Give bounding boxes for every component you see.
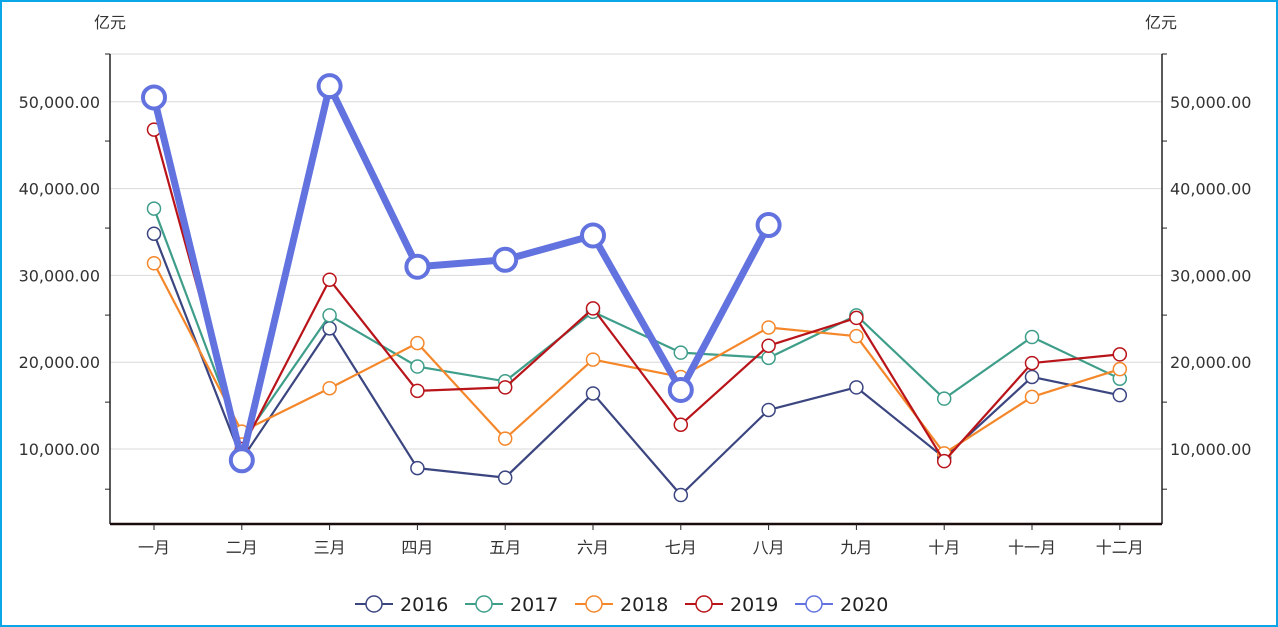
y-tick-label-right: 40,000.00 — [1170, 180, 1251, 199]
data-point-2016 — [410, 460, 425, 476]
data-point-2017 — [761, 350, 776, 366]
data-point-2018 — [497, 431, 513, 446]
data-point-2016 — [497, 470, 513, 485]
data-point-2020 — [316, 73, 343, 100]
data-point-2018 — [849, 328, 864, 344]
data-point-2019 — [673, 417, 689, 432]
legend[interactable]: 2016 2017 2018 2019 2020 — [355, 594, 888, 616]
legend-item-2020[interactable]: 2020 — [795, 594, 888, 616]
legend-marker — [365, 595, 383, 613]
series-line-2016 — [152, 232, 1121, 497]
data-point-2016 — [673, 487, 689, 503]
data-point-2020 — [404, 253, 431, 280]
data-point-2016 — [849, 380, 864, 395]
data-point-2018 — [1112, 361, 1128, 377]
data-point-2020 — [580, 222, 606, 249]
y-axis-unit-left: 亿元 — [94, 13, 126, 32]
x-tick-label: 一月 — [138, 538, 170, 557]
data-point-2019 — [497, 380, 513, 395]
legend-label: 2019 — [730, 594, 778, 616]
y-tick-label-right: 50,000.00 — [1170, 93, 1251, 112]
data-point-2018 — [585, 352, 601, 367]
data-point-2017 — [1024, 329, 1040, 345]
x-tick-label: 十一月 — [1008, 538, 1056, 557]
data-point-2020 — [667, 376, 694, 403]
legend-label: 2016 — [400, 594, 448, 616]
legend-marker — [585, 595, 603, 613]
y-tick-label-left: 30,000.00 — [19, 266, 100, 285]
y-tick-label-right: 20,000.00 — [1170, 353, 1251, 372]
x-tick-label: 四月 — [401, 538, 433, 557]
y-tick-label-left: 50,000.00 — [19, 93, 100, 112]
y-tick-label-left: 40,000.00 — [19, 180, 100, 199]
data-point-2019 — [761, 338, 776, 353]
legend-marker — [805, 595, 823, 613]
y-tick-label-right: 10,000.00 — [1170, 440, 1251, 459]
y-tick-label-left: 20,000.00 — [19, 353, 100, 372]
x-tick-label: 九月 — [840, 538, 872, 557]
data-point-2019 — [322, 272, 337, 287]
legend-label: 2017 — [510, 594, 558, 616]
legend-label: 2018 — [620, 594, 668, 616]
legend-marker — [475, 595, 493, 613]
data-point-2018 — [761, 320, 776, 335]
data-point-2016 — [1024, 369, 1040, 385]
x-tick-label: 二月 — [226, 538, 258, 557]
series-line-2017 — [152, 207, 1121, 444]
data-point-2018 — [1024, 389, 1040, 405]
series-2019 — [146, 122, 1128, 469]
data-point-2019 — [849, 310, 864, 326]
data-point-2020 — [228, 447, 255, 474]
legend-item-2018[interactable]: 2018 — [575, 594, 668, 616]
series-line-2020 — [150, 82, 773, 464]
legend-item-2017[interactable]: 2017 — [465, 594, 558, 616]
series-2018 — [146, 255, 1128, 461]
data-point-2020 — [492, 246, 519, 273]
x-tick-label: 十二月 — [1096, 538, 1144, 557]
y-axis-unit-right: 亿元 — [1145, 13, 1177, 32]
data-point-2019 — [585, 301, 601, 316]
series-line-2019 — [152, 128, 1121, 463]
data-point-2016 — [585, 386, 601, 401]
legend-label: 2020 — [840, 594, 888, 616]
axes: 亿元 亿元 10,000.00 10,000.00 20,000.00 20,000.… — [19, 13, 1252, 557]
data-point-2016 — [761, 402, 776, 418]
x-tick-label: 八月 — [753, 538, 785, 557]
data-point-2016 — [1112, 387, 1128, 403]
data-point-2018 — [322, 380, 337, 396]
data-point-2018 — [410, 335, 425, 351]
x-tick-label: 十月 — [928, 538, 960, 557]
data-point-2019 — [1024, 355, 1040, 371]
series-layer — [141, 73, 1128, 503]
series-2020 — [141, 73, 782, 474]
data-point-2017 — [322, 308, 337, 323]
x-tick-label: 五月 — [489, 538, 521, 557]
x-tick-label: 六月 — [577, 538, 609, 557]
data-point-2016 — [146, 226, 162, 241]
data-point-2017 — [146, 201, 162, 216]
legend-marker — [695, 595, 713, 613]
data-point-2019 — [410, 383, 425, 399]
y-tick-label-right: 30,000.00 — [1170, 266, 1251, 285]
data-point-2017 — [410, 359, 425, 374]
data-point-2020 — [755, 212, 782, 239]
legend-item-2019[interactable]: 2019 — [685, 594, 778, 616]
data-point-2020 — [141, 84, 167, 111]
data-point-2019 — [1112, 347, 1128, 362]
data-point-2017 — [673, 345, 689, 360]
data-point-2017 — [936, 391, 952, 406]
data-point-2018 — [146, 255, 162, 271]
data-point-2019 — [936, 453, 952, 469]
legend-item-2016[interactable]: 2016 — [355, 594, 448, 616]
x-tick-label: 七月 — [665, 538, 697, 557]
y-tick-label-left: 10,000.00 — [19, 440, 100, 459]
gridlines — [110, 53, 1162, 450]
x-tick-label: 三月 — [314, 538, 346, 557]
